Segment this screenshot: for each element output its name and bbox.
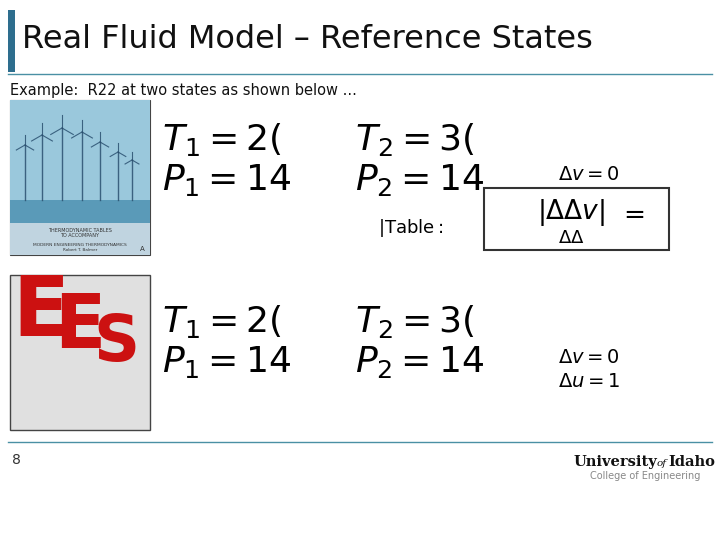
Text: Real Fluid Model – Reference States: Real Fluid Model – Reference States xyxy=(22,24,593,56)
Text: Robert T. Balmer: Robert T. Balmer xyxy=(63,248,97,252)
Text: $\mathbf{S}$: $\mathbf{S}$ xyxy=(94,313,137,374)
Bar xyxy=(10,275,150,430)
Text: $P_2 = 14$: $P_2 = 14$ xyxy=(355,162,484,198)
Bar xyxy=(484,188,669,250)
Text: $T_1 = 2($: $T_1 = 2($ xyxy=(162,122,282,159)
Text: $P_2 = 14$: $P_2 = 14$ xyxy=(355,344,484,380)
Text: $\Delta u = 1$: $\Delta u = 1$ xyxy=(558,189,620,207)
Text: Idaho: Idaho xyxy=(668,455,715,469)
Text: $\Delta u = 1$: $\Delta u = 1$ xyxy=(558,373,620,391)
Bar xyxy=(10,100,150,255)
Text: College of Engineering: College of Engineering xyxy=(590,471,701,481)
Text: $\Delta\Delta$: $\Delta\Delta$ xyxy=(558,229,584,247)
Text: $=$: $=$ xyxy=(618,200,644,226)
Text: of: of xyxy=(657,460,667,469)
Text: $\Delta v = 0$: $\Delta v = 0$ xyxy=(558,166,620,184)
Text: $P_1 = 14$: $P_1 = 14$ xyxy=(162,344,291,380)
Bar xyxy=(10,100,150,200)
Text: $|\Delta\Delta v|$: $|\Delta\Delta v|$ xyxy=(537,198,605,228)
Text: MODERN ENGINEERING THERMODYNAMICS: MODERN ENGINEERING THERMODYNAMICS xyxy=(33,243,127,247)
Text: $\mathbf{E}$: $\mathbf{E}$ xyxy=(12,273,64,353)
Text: $|\mathrm{Table:}$: $|\mathrm{Table:}$ xyxy=(378,217,443,239)
Bar xyxy=(8,10,15,72)
Text: $T_1 = 2($: $T_1 = 2($ xyxy=(162,303,282,341)
Text: $\mathbf{E}$: $\mathbf{E}$ xyxy=(54,291,102,363)
Text: THERMODYNAMIC TABLES
TO ACCOMPANY: THERMODYNAMIC TABLES TO ACCOMPANY xyxy=(48,227,112,238)
Text: 8: 8 xyxy=(12,453,21,467)
Text: $T_2 = 3($: $T_2 = 3($ xyxy=(355,122,474,159)
Text: A: A xyxy=(140,246,145,252)
Text: $P_1 = 14$: $P_1 = 14$ xyxy=(162,162,291,198)
Text: University: University xyxy=(573,455,657,469)
Bar xyxy=(10,223,150,255)
Text: $\Delta v = 0$: $\Delta v = 0$ xyxy=(558,349,620,367)
Bar xyxy=(10,200,150,225)
Text: Example:  R22 at two states as shown below ...: Example: R22 at two states as shown belo… xyxy=(10,83,357,98)
Text: $T_2 = 3($: $T_2 = 3($ xyxy=(355,303,474,341)
